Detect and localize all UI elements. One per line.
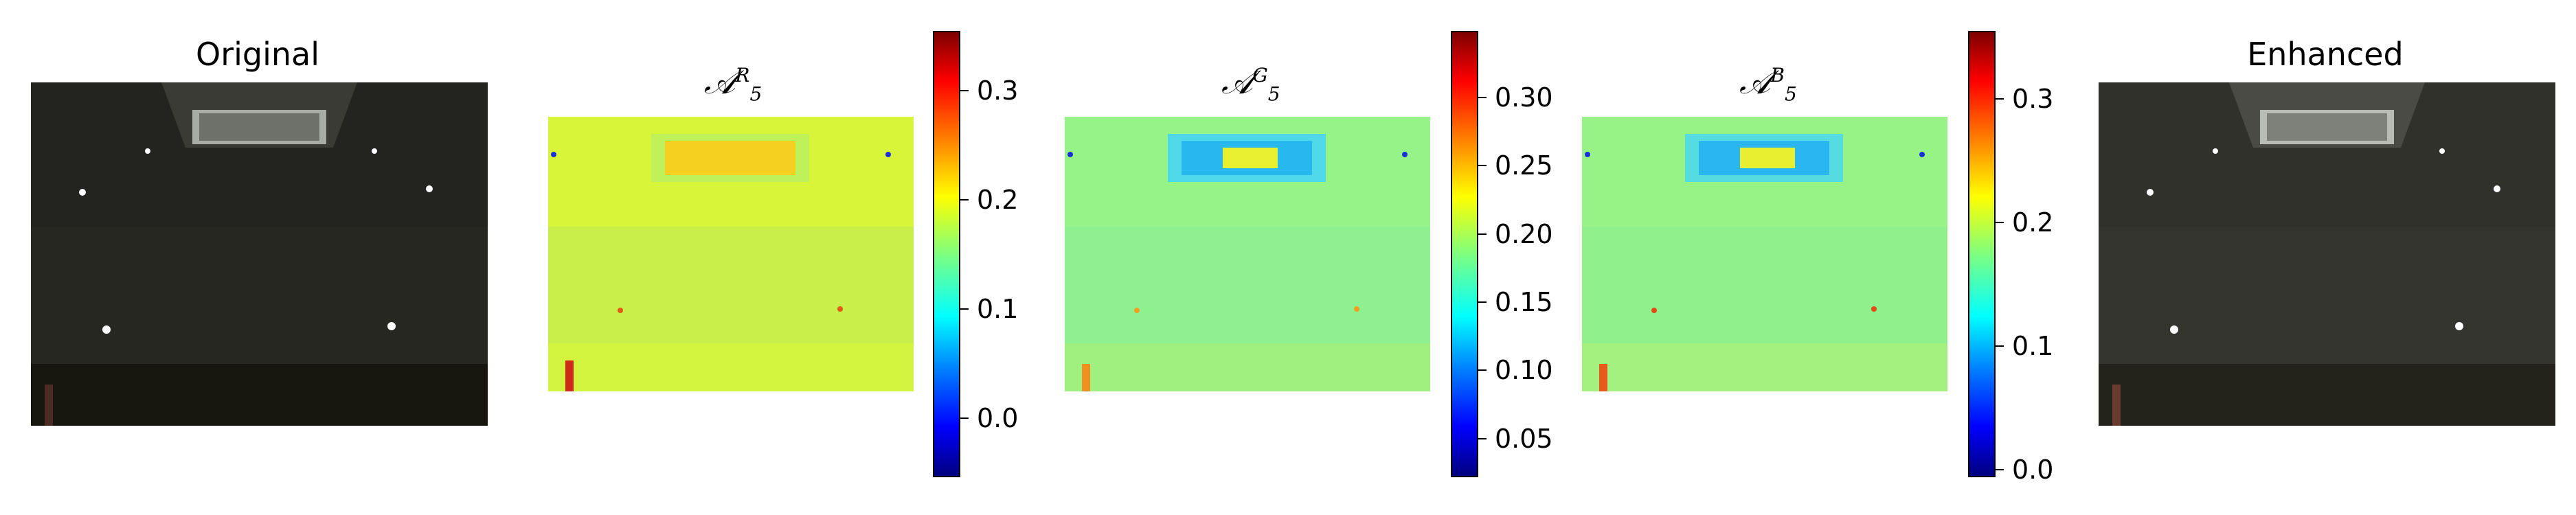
colorbar-b-tickmark <box>1996 469 2004 470</box>
title-map-b-sup: B <box>1770 64 1785 87</box>
title-enhanced: Enhanced <box>2247 36 2404 73</box>
colorbar-b-tick-label: 0.2 <box>2012 207 2054 238</box>
colorbar-r-tick-label: 0.0 <box>977 403 1019 433</box>
colorbar-g <box>1451 31 1478 477</box>
heatmap-b-image <box>1582 117 1947 391</box>
original-photo <box>31 82 488 426</box>
colorbar-b <box>1968 31 1996 477</box>
heatmap-b <box>1582 117 1947 391</box>
colorbar-g-tick-label: 0.05 <box>1495 424 1553 454</box>
title-map-g-sup: G <box>1252 64 1268 87</box>
heatmap-g <box>1065 117 1430 391</box>
colorbar-b-tickmark <box>1996 98 2004 100</box>
colorbar-r-tickmark <box>960 90 969 91</box>
colorbar-b-tickmark <box>1996 222 2004 223</box>
colorbar-g-tickmark <box>1478 369 1487 371</box>
colorbar-r-tickmark <box>960 308 969 310</box>
original-photo-image <box>31 82 488 426</box>
title-map-b-sub: 5 <box>1785 82 1797 106</box>
title-map-g-sub: 5 <box>1267 82 1280 106</box>
title-map-b-symbol: 𝒜 <box>1739 63 1771 102</box>
colorbar-r-tick-label: 0.1 <box>977 294 1019 324</box>
heatmap-r <box>548 117 914 391</box>
title-map-g: 𝒜G5 <box>1221 63 1280 106</box>
enhanced-photo <box>2099 82 2555 426</box>
colorbar-g-tick-label: 0.20 <box>1495 219 1553 249</box>
colorbar-b-tick-label: 0.1 <box>2012 331 2054 361</box>
colorbar-r-tick-label: 0.3 <box>977 76 1019 106</box>
colorbar-r <box>933 31 960 477</box>
colorbar-g-tickmark <box>1478 233 1487 235</box>
title-map-r: 𝒜R5 <box>704 63 762 106</box>
colorbar-g-tickmark <box>1478 438 1487 439</box>
colorbar-g-tickmark <box>1478 165 1487 166</box>
title-original: Original <box>195 36 319 73</box>
colorbar-b-tick-label: 0.0 <box>2012 455 2054 485</box>
colorbar-r-tick-label: 0.2 <box>977 185 1019 215</box>
colorbar-r-tickmark <box>960 199 969 201</box>
title-map-r-symbol: 𝒜 <box>704 63 736 102</box>
enhanced-photo-image <box>2099 82 2555 426</box>
colorbar-g-tick-label: 0.10 <box>1495 355 1553 385</box>
colorbar-g-tick-label: 0.25 <box>1495 150 1553 181</box>
colorbar-g-tick-label: 0.30 <box>1495 82 1553 113</box>
colorbar-g-tickmark <box>1478 97 1487 98</box>
heatmap-r-image <box>548 117 914 391</box>
colorbar-b-tick-label: 0.3 <box>2012 84 2054 114</box>
colorbar-g-tick-label: 0.15 <box>1495 287 1553 317</box>
title-map-g-symbol: 𝒜 <box>1221 63 1253 102</box>
colorbar-g-tickmark <box>1478 301 1487 303</box>
title-map-b: 𝒜B5 <box>1739 63 1797 106</box>
colorbar-b-tickmark <box>1996 345 2004 347</box>
title-map-r-sup: R <box>735 64 750 87</box>
heatmap-g-image <box>1065 117 1430 391</box>
colorbar-r-tickmark <box>960 417 969 419</box>
title-map-r-sub: 5 <box>749 82 762 106</box>
